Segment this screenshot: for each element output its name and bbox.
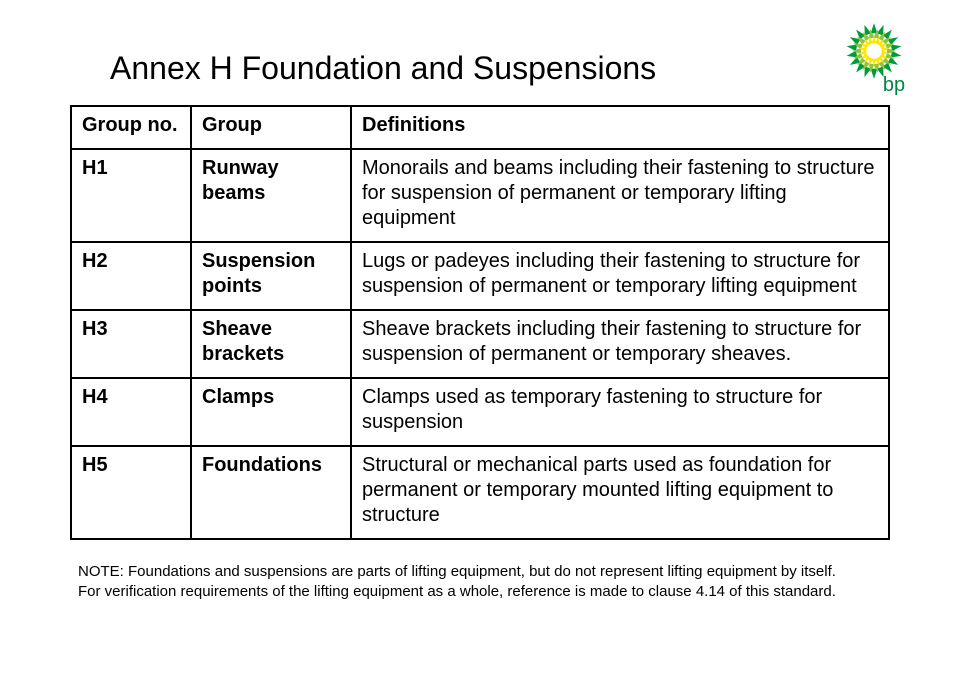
cell-group: Foundations (191, 446, 351, 539)
table-header-row: Group no. Group Definitions (71, 106, 889, 149)
cell-group: Suspension points (191, 242, 351, 310)
table-row: H4 Clamps Clamps used as temporary faste… (71, 378, 889, 446)
brand-text: bp (883, 74, 905, 97)
cell-group-no: H3 (71, 310, 191, 378)
definitions-table: Group no. Group Definitions H1 Runway be… (70, 105, 890, 540)
cell-group: Sheave brackets (191, 310, 351, 378)
note-line-2: For verification requirements of the lif… (78, 583, 836, 600)
note-line-1: NOTE: Foundations and suspensions are pa… (78, 563, 836, 580)
bp-logo: bp (843, 22, 905, 102)
table-row: H5 Foundations Structural or mechanical … (71, 446, 889, 539)
cell-group: Runway beams (191, 149, 351, 242)
cell-group-no: H2 (71, 242, 191, 310)
page: Annex H Foundation and Suspensions Group… (0, 0, 960, 633)
cell-group-no: H4 (71, 378, 191, 446)
col-header-group-no: Group no. (71, 106, 191, 149)
cell-definition: Structural or mechanical parts used as f… (351, 446, 889, 539)
cell-group-no: H1 (71, 149, 191, 242)
footnote: NOTE: Foundations and suspensions are pa… (70, 562, 890, 603)
helios-icon (845, 22, 903, 80)
cell-group: Clamps (191, 378, 351, 446)
cell-definition: Sheave brackets including their fastenin… (351, 310, 889, 378)
cell-group-no: H5 (71, 446, 191, 539)
cell-definition: Lugs or padeyes including their fastenin… (351, 242, 889, 310)
col-header-definitions: Definitions (351, 106, 889, 149)
table-row: H1 Runway beams Monorails and beams incl… (71, 149, 889, 242)
cell-definition: Monorails and beams including their fast… (351, 149, 889, 242)
table-row: H2 Suspension points Lugs or padeyes inc… (71, 242, 889, 310)
page-title: Annex H Foundation and Suspensions (110, 50, 890, 87)
table-row: H3 Sheave brackets Sheave brackets inclu… (71, 310, 889, 378)
col-header-group: Group (191, 106, 351, 149)
cell-definition: Clamps used as temporary fastening to st… (351, 378, 889, 446)
